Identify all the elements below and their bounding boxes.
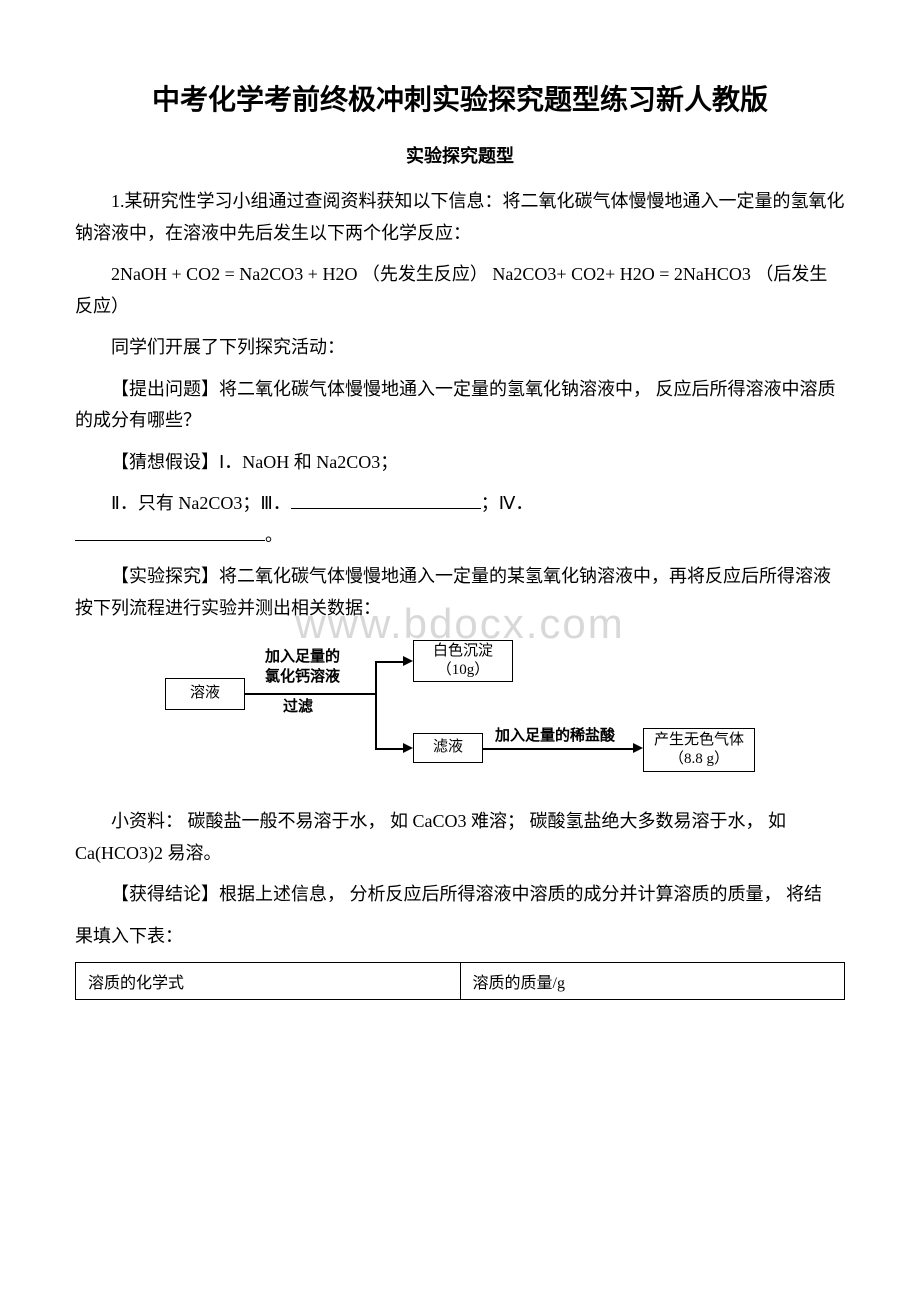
vline-down — [375, 693, 377, 748]
hypothesis-suffix: ；Ⅳ． — [481, 493, 534, 513]
para-conclusion: 【获得结论】根据上述信息， 分析反应后所得溶液中溶质的成分并计算溶质的质量， 将… — [75, 879, 845, 911]
hypothesis-end: 。 — [265, 525, 283, 545]
box-gas: 产生无色气体 （8.8 g） — [643, 728, 755, 772]
blank-hypothesis4 — [75, 523, 265, 541]
arrowhead-precipitate — [403, 656, 413, 666]
table-header-mass: 溶质的质量/g — [460, 963, 845, 1000]
box-solution: 溶液 — [165, 678, 245, 710]
table-header-formula: 溶质的化学式 — [76, 963, 461, 1000]
para-experiment: 【实验探究】将二氧化碳气体慢慢地通入一定量的某氢氧化钠溶液中，再将反应后所得溶液… — [75, 561, 845, 624]
arrowhead-gas — [633, 743, 643, 753]
doc-subtitle: 实验探究题型 — [75, 142, 845, 168]
blank-hypothesis3 — [291, 491, 481, 509]
box-filtrate: 滤液 — [413, 733, 483, 763]
doc-title: 中考化学考前终极冲刺实验探究题型练习新人教版 — [75, 80, 845, 122]
hypothesis-prefix: Ⅱ．只有 Na2CO3；Ⅲ． — [111, 493, 291, 513]
table-row: 溶质的化学式 溶质的质量/g — [76, 963, 845, 1000]
gas-l1: 产生无色气体 — [654, 731, 744, 751]
para-conclusion2: 果填入下表： — [75, 921, 845, 953]
label-add-cacl2-l1: 加入足量的 — [265, 649, 340, 665]
precipitate-l1: 白色沉淀 — [433, 642, 493, 662]
gas-l2: （8.8 g） — [669, 750, 729, 770]
label-add-hcl: 加入足量的稀盐酸 — [495, 727, 615, 747]
para-question: 【提出问题】将二氧化碳气体慢慢地通入一定量的氢氧化钠溶液中， 反应后所得溶液中溶… — [75, 374, 845, 437]
box-precipitate: 白色沉淀 （10g） — [413, 640, 513, 682]
para-intro: 1.某研究性学习小组通过查阅资料获知以下信息：将二氧化碳气体慢慢地通入一定量的氢… — [75, 186, 845, 249]
line-to-precipitate — [375, 661, 405, 663]
line-to-gas — [483, 748, 635, 750]
para-hypothesis1: 【猜想假设】Ⅰ．NaOH 和 Na2CO3； — [75, 447, 845, 479]
label-filter: 过滤 — [283, 698, 313, 718]
vline-up — [375, 661, 377, 694]
results-table: 溶质的化学式 溶质的质量/g — [75, 962, 845, 1000]
document-content: 中考化学考前终极冲刺实验探究题型练习新人教版 实验探究题型 1.某研究性学习小组… — [75, 80, 845, 1000]
line-1 — [245, 693, 375, 695]
precipitate-l2: （10g） — [437, 661, 490, 681]
para-material: 小资料： 碳酸盐一般不易溶于水， 如 CaCO3 难溶； 碳酸氢盐绝大多数易溶于… — [75, 806, 845, 869]
para-hypothesis234: Ⅱ．只有 Na2CO3；Ⅲ． ；Ⅳ． 。 — [75, 488, 845, 551]
line-to-filtrate — [375, 748, 405, 750]
arrowhead-filtrate — [403, 743, 413, 753]
label-add-cacl2-l2: 氯化钙溶液 — [265, 669, 340, 685]
para-equations: 2NaOH + CO2 = Na2CO3 + H2O （先发生反应） Na2CO… — [75, 259, 845, 322]
para-activities: 同学们开展了下列探究活动： — [75, 332, 845, 364]
flowchart-diagram: 溶液 加入足量的 氯化钙溶液 过滤 白色沉淀 （10g） 滤液 加入足 — [165, 638, 755, 788]
label-add-cacl2: 加入足量的 氯化钙溶液 — [265, 648, 340, 687]
